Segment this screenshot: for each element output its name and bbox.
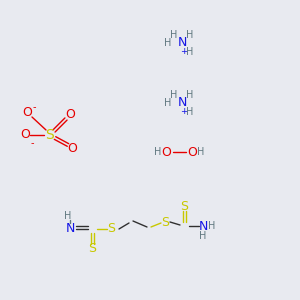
Text: S: S xyxy=(161,215,169,229)
Text: O: O xyxy=(187,146,197,158)
Text: N: N xyxy=(177,97,187,110)
Text: H: H xyxy=(170,30,178,40)
Text: O: O xyxy=(161,146,171,158)
Text: +: + xyxy=(180,107,188,116)
Text: H: H xyxy=(164,38,172,48)
Text: H: H xyxy=(186,90,194,100)
Text: S: S xyxy=(46,128,54,142)
Text: O: O xyxy=(22,106,32,119)
Text: H: H xyxy=(154,147,162,157)
Text: H: H xyxy=(164,98,172,108)
Text: +: + xyxy=(180,47,188,56)
Text: S: S xyxy=(88,242,96,254)
Text: O: O xyxy=(65,109,75,122)
Text: H: H xyxy=(170,90,178,100)
Text: H: H xyxy=(186,30,194,40)
Text: H: H xyxy=(64,211,72,221)
Text: H: H xyxy=(186,47,194,57)
Text: S: S xyxy=(180,200,188,214)
Text: O: O xyxy=(20,128,30,142)
Text: -: - xyxy=(32,102,36,112)
Text: N: N xyxy=(65,221,75,235)
Text: N: N xyxy=(198,220,208,232)
Text: H: H xyxy=(197,147,205,157)
Text: H: H xyxy=(208,221,216,231)
Text: O: O xyxy=(67,142,77,154)
Text: H: H xyxy=(186,107,194,117)
Text: -: - xyxy=(30,138,34,148)
Text: S: S xyxy=(107,223,115,236)
Text: H: H xyxy=(199,231,207,241)
Text: N: N xyxy=(177,37,187,50)
